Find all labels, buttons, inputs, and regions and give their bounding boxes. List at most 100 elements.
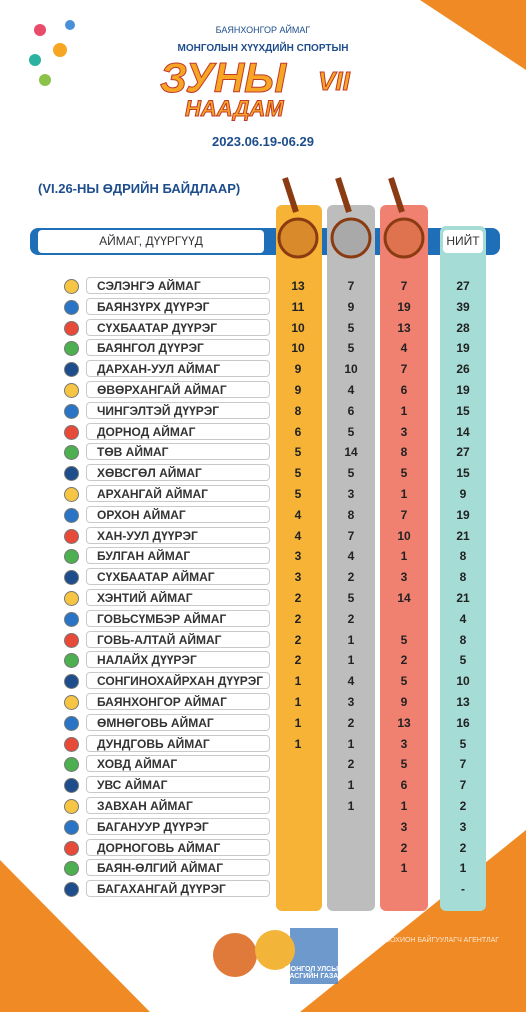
medal-count: 2 xyxy=(347,611,355,626)
medal-count: 7 xyxy=(400,362,408,377)
region-name: НАЛАЙХ ДҮҮРЭГ xyxy=(86,651,270,669)
total-count: 2 xyxy=(459,799,467,813)
total-count: 19 xyxy=(456,341,470,356)
total-count: 28 xyxy=(456,320,470,335)
region-icon xyxy=(64,882,79,898)
medal-count: 10 xyxy=(397,528,411,543)
total-count: 5 xyxy=(459,736,467,751)
total-count: 1 xyxy=(459,861,467,876)
region-name: ЗАВХАН АЙМАГ xyxy=(86,797,270,814)
medal-count: 3 xyxy=(400,570,408,585)
region-icon xyxy=(64,445,79,461)
medal-count: 2 xyxy=(347,757,355,772)
total-count: 8 xyxy=(459,632,467,647)
region-name: ХАН-УУЛ ДҮҮРЭГ xyxy=(86,526,270,544)
total-count: 3 xyxy=(459,819,467,834)
medal-count: 2 xyxy=(294,653,302,668)
medal-count: 7 xyxy=(347,279,355,293)
region-icon xyxy=(64,320,79,336)
medal-count: 3 xyxy=(400,424,408,439)
status: (VI.26-НЫ ӨДРИЙН БАЙДЛААР) xyxy=(38,181,241,196)
medal-count: 3 xyxy=(294,549,302,564)
subtitle: МОНГОЛЫН ХҮҮХДИЙН СПОРТЫН xyxy=(177,43,349,54)
medal-count: 10 xyxy=(291,341,305,356)
medal-count: 13 xyxy=(397,320,411,335)
total-count: 15 xyxy=(456,466,470,481)
medal-count: 9 xyxy=(400,695,408,709)
medal-count: 5 xyxy=(400,632,408,647)
region-icon xyxy=(64,632,79,648)
medal-count: 8 xyxy=(294,403,302,418)
region-name: ӨМНӨГОВЬ АЙМАГ xyxy=(86,713,270,731)
medal-count: 3 xyxy=(347,695,355,709)
region-name: ЧИНГЭЛТЭЙ ДҮҮРЭГ xyxy=(86,401,270,419)
region-name: СЭЛЭНГЭ АЙМАГ xyxy=(86,277,270,294)
total-count: 4 xyxy=(459,611,467,626)
region-icon xyxy=(64,507,79,523)
edition: VII xyxy=(318,66,351,97)
region-name: СОНГИНОХАЙРХАН ДҮҮРЭГ xyxy=(86,672,270,690)
region-icon xyxy=(64,840,79,856)
medal-count: 5 xyxy=(294,466,302,481)
dates: 2023.06.19-06.29 xyxy=(212,134,314,149)
medal-count: 3 xyxy=(400,819,408,834)
region-name: БАЯНЗҮРХ ДҮҮРЭГ xyxy=(86,297,270,315)
total-count: 10 xyxy=(456,674,470,689)
medal-count: 7 xyxy=(400,279,408,293)
region-name: БАГАХАНГАЙ ДҮҮРЭГ xyxy=(86,880,270,898)
total-count: 13 xyxy=(456,695,470,709)
medal-count: 1 xyxy=(347,632,355,647)
region-name: БАЯНХОНГОР АЙМАГ xyxy=(86,693,270,710)
medal-count: 1 xyxy=(347,778,355,793)
medal-count: 3 xyxy=(400,736,408,751)
region-name: БАЯН-ӨЛГИЙ АЙМАГ xyxy=(86,859,270,877)
medal-count: 9 xyxy=(347,299,355,314)
region-icon xyxy=(64,362,79,378)
region-name: БАЯНГОЛ ДҮҮРЭГ xyxy=(86,339,270,357)
medal-count: 9 xyxy=(294,362,302,377)
medal-count: 7 xyxy=(400,507,408,522)
total-count: 8 xyxy=(459,570,467,585)
total-count: 27 xyxy=(456,279,470,293)
region-name: ДОРНОД АЙМАГ xyxy=(86,422,270,440)
medal-count: 2 xyxy=(347,570,355,585)
total-count: 15 xyxy=(456,403,470,418)
medal-count: 9 xyxy=(294,383,302,397)
medal-count: 5 xyxy=(347,341,355,356)
medal-count: 1 xyxy=(400,799,408,813)
region-icon xyxy=(64,487,79,502)
title-bottom: НААДАМ xyxy=(185,96,285,122)
medal-count: 1 xyxy=(347,653,355,668)
region-name: ХЭНТИЙ АЙМАГ xyxy=(86,589,270,606)
region-icon xyxy=(64,570,79,586)
medal-count: 19 xyxy=(397,299,411,314)
medal-count: 2 xyxy=(294,632,302,647)
medal-count: 6 xyxy=(347,403,355,418)
medal-count: 1 xyxy=(400,549,408,564)
region-name: ТӨВ АЙМАГ xyxy=(86,443,270,461)
region-icon xyxy=(64,383,79,398)
region-icon xyxy=(64,778,79,794)
total-count: 19 xyxy=(456,383,470,397)
medal-count: 5 xyxy=(347,424,355,439)
medal-count: 5 xyxy=(294,487,302,501)
region-icon xyxy=(64,611,79,627)
medal-count: 4 xyxy=(294,507,302,522)
region-icon xyxy=(64,695,79,710)
medal-count: 2 xyxy=(347,715,355,730)
medal-count: 5 xyxy=(400,757,408,772)
region-icon xyxy=(64,466,79,482)
total-count: 39 xyxy=(456,299,470,314)
medal-count: 10 xyxy=(344,362,358,377)
total-count: 21 xyxy=(456,528,470,543)
medal-count: 5 xyxy=(347,591,355,605)
total-count: 7 xyxy=(459,778,467,793)
medal-count: 6 xyxy=(400,383,408,397)
total-count: - xyxy=(461,882,465,897)
medal-count: 2 xyxy=(400,653,408,668)
region-icon xyxy=(64,799,79,814)
total-count: 7 xyxy=(459,757,467,772)
medal-count: 1 xyxy=(400,487,408,501)
medal-count: 6 xyxy=(294,424,302,439)
region-name: ДУНДГОВЬ АЙМАГ xyxy=(86,734,270,752)
